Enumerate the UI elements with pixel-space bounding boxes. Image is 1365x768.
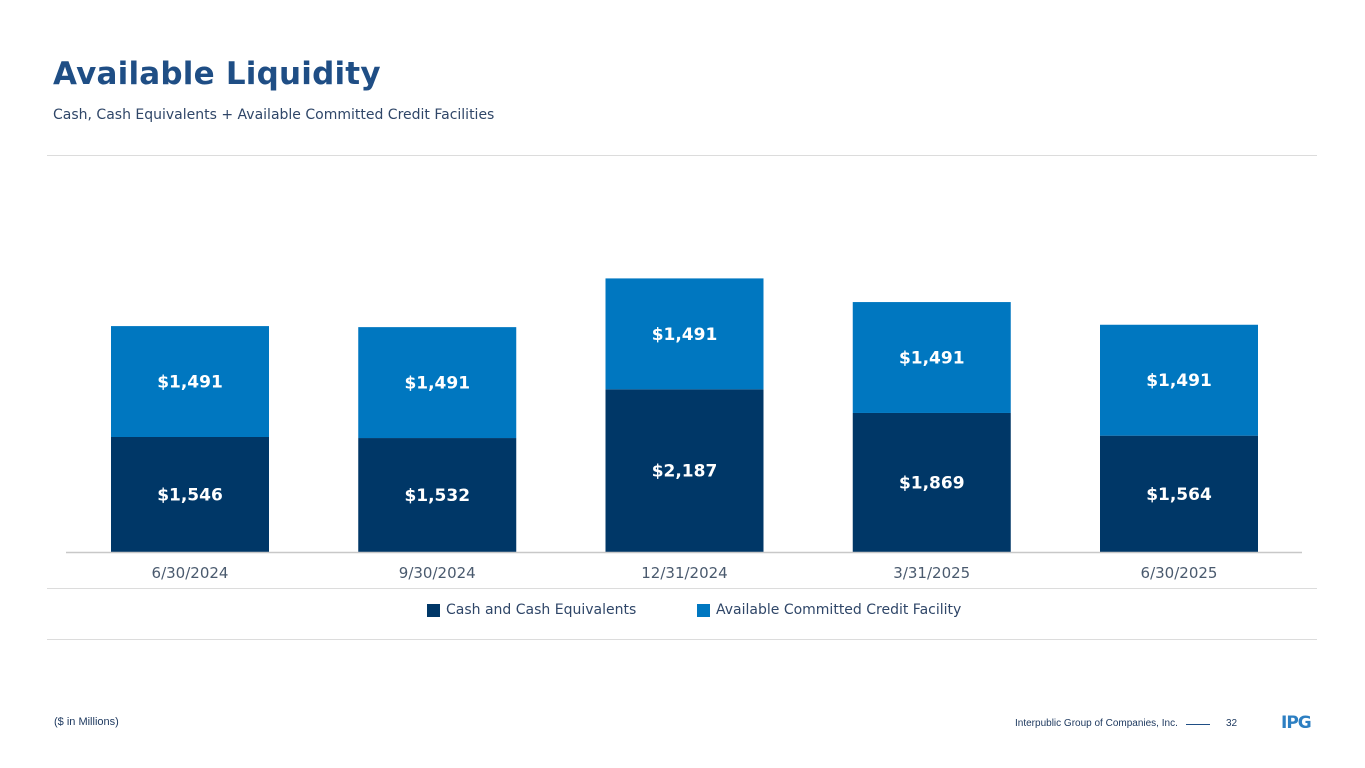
data-label-cash: $1,546 — [157, 486, 223, 506]
legend-swatch-credit-facility — [697, 603, 710, 617]
legend-label-cash: Cash and Cash Equivalents — [446, 602, 637, 618]
data-label-cash: $1,532 — [404, 486, 470, 506]
bar-credit-facility — [605, 278, 764, 390]
data-label-cash: $1,564 — [1146, 485, 1212, 505]
page-number: 32 — [1226, 718, 1238, 729]
top-divider — [47, 155, 1317, 156]
middle-divider — [47, 588, 1317, 589]
data-label-credit-facility: $1,491 — [157, 373, 223, 393]
page-subtitle: Cash, Cash Equivalents + Available Commi… — [53, 107, 495, 123]
x-tick-label: 9/30/2024 — [399, 564, 476, 582]
bar-cash — [852, 412, 1011, 552]
x-tick-label: 6/30/2024 — [152, 564, 229, 582]
x-tick-label: 6/30/2025 — [1141, 564, 1218, 582]
data-label-credit-facility: $1,491 — [652, 325, 718, 345]
units-footnote: ($ in Millions) — [54, 716, 119, 728]
data-label-credit-facility: $1,491 — [899, 349, 965, 369]
data-label-credit-facility: $1,491 — [404, 374, 470, 394]
bar-cash — [605, 389, 764, 552]
ipg-logo: IPG — [1281, 713, 1312, 733]
legend-label-credit-facility: Available Committed Credit Facility — [716, 602, 962, 618]
bottom-divider — [47, 639, 1317, 640]
page-title: Available Liquidity — [53, 56, 381, 92]
data-label-cash: $1,869 — [899, 473, 965, 493]
company-name: Interpublic Group of Companies, Inc. — [1015, 718, 1178, 729]
data-label-cash: $2,187 — [652, 462, 718, 482]
bar-credit-facility — [852, 302, 1011, 413]
footer-separator — [1186, 724, 1210, 725]
bar-credit-facility — [358, 327, 517, 439]
bar-credit-facility — [111, 326, 269, 437]
bar-cash — [358, 438, 517, 552]
x-tick-label: 3/31/2025 — [893, 564, 970, 582]
bar-cash — [1100, 435, 1258, 552]
bar-cash — [111, 437, 269, 552]
x-tick-label: 12/31/2024 — [641, 564, 727, 582]
bar-credit-facility — [1100, 324, 1258, 436]
data-label-credit-facility: $1,491 — [1146, 371, 1212, 391]
legend-item-credit-facility: Available Committed Credit Facility — [697, 600, 961, 620]
legend-swatch-cash — [427, 603, 440, 617]
stacked-bar-chart: $1,546 $1,491 6/30/2024 $1,532 $1,491 9/30/20… — [66, 278, 1302, 582]
legend-item-cash: Cash and Cash Equivalents — [427, 600, 636, 620]
